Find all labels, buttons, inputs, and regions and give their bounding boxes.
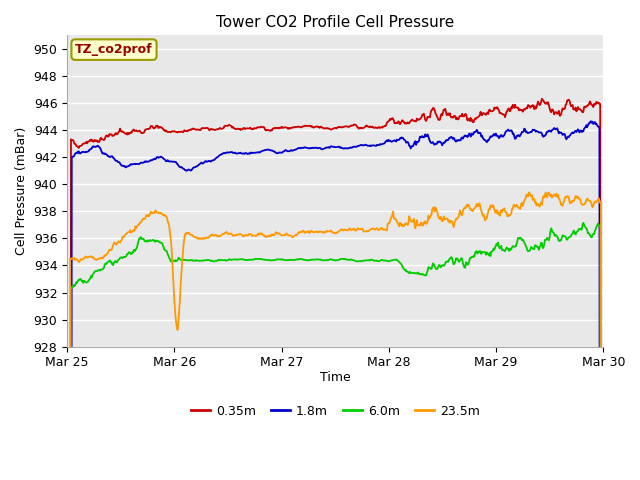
Y-axis label: Cell Pressure (mBar): Cell Pressure (mBar) [15, 127, 28, 255]
Legend: 0.35m, 1.8m, 6.0m, 23.5m: 0.35m, 1.8m, 6.0m, 23.5m [186, 400, 484, 423]
Title: Tower CO2 Profile Cell Pressure: Tower CO2 Profile Cell Pressure [216, 15, 454, 30]
Text: TZ_co2prof: TZ_co2prof [75, 43, 153, 56]
X-axis label: Time: Time [320, 371, 351, 384]
